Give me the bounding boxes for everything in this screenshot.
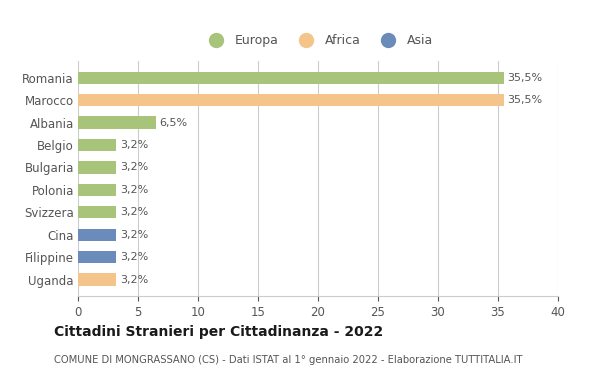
Bar (78, 139, 116, 151)
Text: 3,2%: 3,2% (120, 274, 148, 285)
Bar (78, 184, 116, 196)
Text: 3,2%: 3,2% (120, 207, 148, 217)
Text: COMUNE DI MONGRASSANO (CS) - Dati ISTAT al 1° gennaio 2022 - Elaborazione TUTTIT: COMUNE DI MONGRASSANO (CS) - Dati ISTAT … (54, 355, 523, 365)
Bar (78, 94, 504, 106)
Text: 3,2%: 3,2% (120, 140, 148, 150)
Text: 35,5%: 35,5% (508, 73, 543, 83)
Legend: Europa, Africa, Asia: Europa, Africa, Asia (198, 29, 438, 52)
Bar (78, 206, 116, 218)
Bar (78, 161, 116, 174)
Text: 3,2%: 3,2% (120, 230, 148, 240)
Bar (78, 228, 116, 241)
Bar (78, 116, 156, 129)
Text: 3,2%: 3,2% (120, 185, 148, 195)
Text: Cittadini Stranieri per Cittadinanza - 2022: Cittadini Stranieri per Cittadinanza - 2… (54, 325, 383, 339)
Text: 3,2%: 3,2% (120, 162, 148, 173)
Bar (78, 251, 116, 263)
Bar (78, 71, 504, 84)
Text: 35,5%: 35,5% (508, 95, 543, 105)
Bar (78, 273, 116, 286)
Text: 3,2%: 3,2% (120, 252, 148, 262)
Text: 6,5%: 6,5% (160, 117, 188, 128)
